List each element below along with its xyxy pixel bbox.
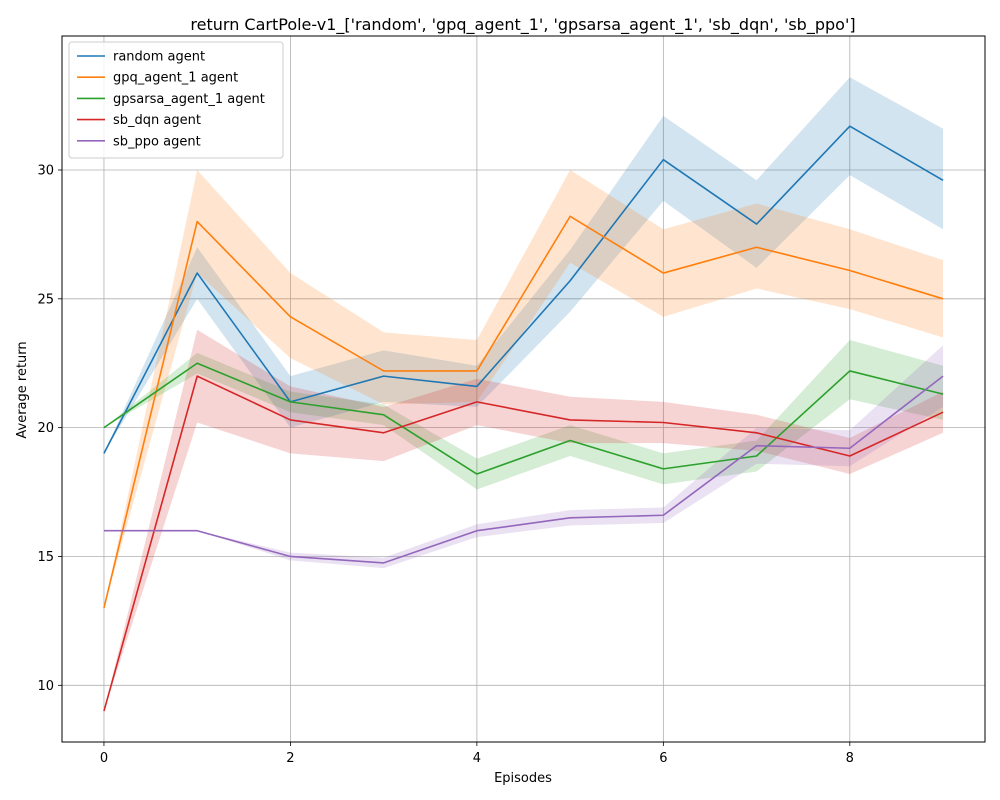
y-tick-label: 10 — [37, 679, 54, 694]
y-tick-label: 25 — [37, 292, 54, 307]
legend: random agent gpq_agent_1 agent gpsarsa_age… — [68, 41, 284, 159]
series-line — [103, 215, 944, 609]
y-axis-label: Average return — [15, 341, 30, 438]
x-tick-label: 2 — [286, 751, 294, 766]
confidence-band — [103, 77, 944, 454]
y-axis-ticks: 10 15 20 25 30 — [37, 163, 62, 694]
y-tick-label: 20 — [37, 421, 54, 436]
legend-label: sb_ppo agent — [113, 134, 201, 149]
legend-box — [68, 41, 284, 159]
legend-label: random agent — [113, 50, 205, 65]
x-tick-label: 8 — [846, 751, 854, 766]
series-line — [103, 362, 944, 475]
legend-label: gpsarsa_agent_1 agent — [113, 92, 265, 107]
confidence-band — [103, 169, 944, 609]
x-tick-label: 6 — [659, 751, 667, 766]
x-tick-label: 0 — [100, 751, 108, 766]
series-line — [103, 375, 944, 712]
y-tick-label: 15 — [37, 550, 54, 565]
legend-label: sb_dqn agent — [113, 113, 201, 128]
confidence-band — [103, 329, 944, 712]
chart-title: return CartPole-v1_['random', 'gpq_agent… — [190, 15, 855, 35]
confidence-band — [103, 340, 944, 490]
series-line — [103, 125, 944, 454]
series-line — [103, 375, 944, 564]
plot-area — [61, 35, 986, 743]
x-axis-label: Episodes — [494, 771, 552, 786]
x-axis-ticks: 0 2 4 6 8 — [100, 742, 854, 766]
series-lines — [103, 125, 944, 712]
plot-frame — [61, 35, 986, 743]
x-tick-label: 4 — [473, 751, 481, 766]
y-tick-label: 30 — [37, 163, 54, 178]
legend-label: gpq_agent_1 agent — [113, 71, 238, 86]
